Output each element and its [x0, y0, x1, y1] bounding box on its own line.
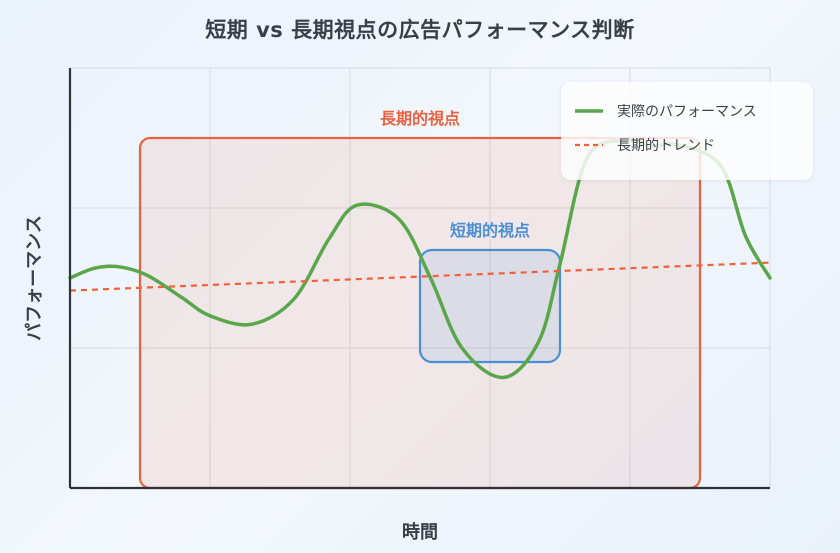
series-line-trend: [69, 261, 771, 292]
chart-title: 短期 vs 長期視点の広告パフォーマンス判断: [205, 18, 635, 42]
legend-label-trend: 長期的トレンド: [617, 138, 715, 154]
long-term-label: 長期的視点: [380, 109, 460, 128]
legend-box: [561, 82, 813, 180]
legend-label-performance: 実際のパフォーマンス: [617, 104, 757, 120]
axes: [68, 68, 770, 490]
short-term-label: 短期的視点: [450, 221, 530, 240]
x-axis-label: 時間: [402, 522, 438, 543]
y-axis-label: パフォーマンス: [24, 215, 45, 341]
axis-labels: 時間 パフォーマンス: [24, 215, 438, 543]
